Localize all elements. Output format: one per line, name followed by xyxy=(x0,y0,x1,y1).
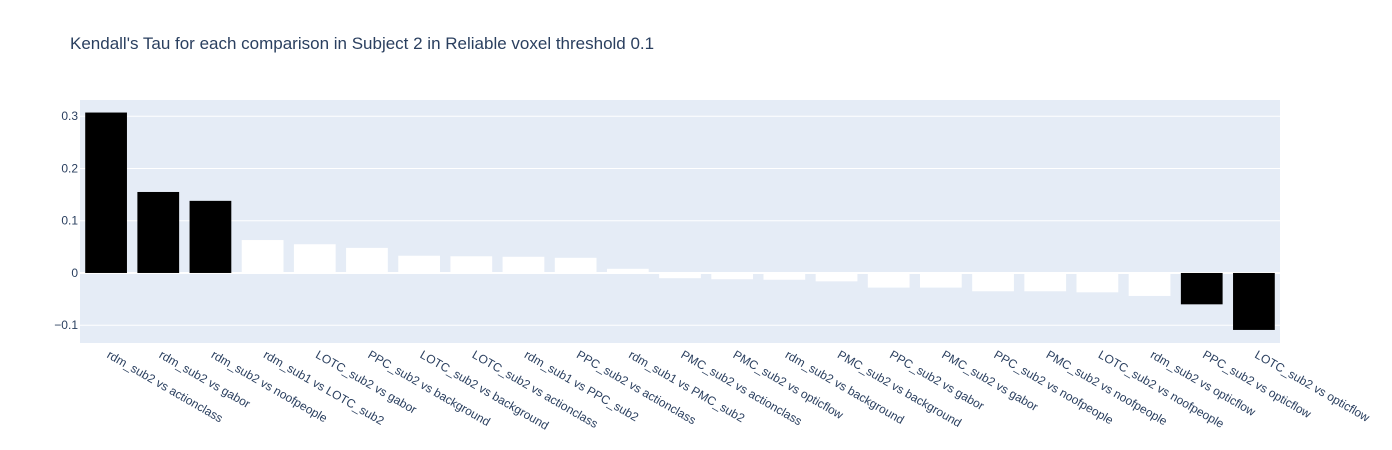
bars xyxy=(85,112,1275,330)
bar[interactable] xyxy=(1024,272,1067,292)
y-tick-label: 0 xyxy=(71,266,78,280)
bar[interactable] xyxy=(398,255,440,273)
bar[interactable] xyxy=(815,272,858,282)
bar[interactable] xyxy=(1180,272,1223,305)
bar[interactable] xyxy=(659,272,701,279)
bar[interactable] xyxy=(293,244,336,273)
bar[interactable] xyxy=(502,256,545,273)
bar[interactable] xyxy=(189,200,232,273)
y-tick-label: 0.1 xyxy=(61,214,78,228)
bar[interactable] xyxy=(241,240,284,273)
bar[interactable] xyxy=(346,247,388,273)
bar[interactable] xyxy=(554,257,597,273)
bar[interactable] xyxy=(711,272,754,280)
y-tick-label: 0.2 xyxy=(61,161,78,175)
bar[interactable] xyxy=(606,268,649,273)
chart-title: Kendall's Tau for each comparison in Sub… xyxy=(70,34,655,53)
bar[interactable] xyxy=(1128,272,1171,296)
bar[interactable] xyxy=(920,272,962,288)
y-tick-label: −0.1 xyxy=(54,318,78,332)
bar[interactable] xyxy=(867,272,910,288)
plot-background xyxy=(80,100,1280,343)
bar[interactable] xyxy=(85,112,127,273)
y-tick-label: 0.3 xyxy=(61,109,78,123)
bar[interactable] xyxy=(972,272,1014,292)
bar[interactable] xyxy=(137,191,180,273)
bar[interactable] xyxy=(1233,272,1275,330)
bar[interactable] xyxy=(763,272,806,280)
y-axis-ticks: −0.1 0 0.1 0.2 0.3 xyxy=(54,109,78,332)
x-tick-label: PMC_sub2 vs gabor xyxy=(939,347,1040,413)
bar[interactable] xyxy=(450,256,493,273)
bar[interactable] xyxy=(1076,272,1119,293)
